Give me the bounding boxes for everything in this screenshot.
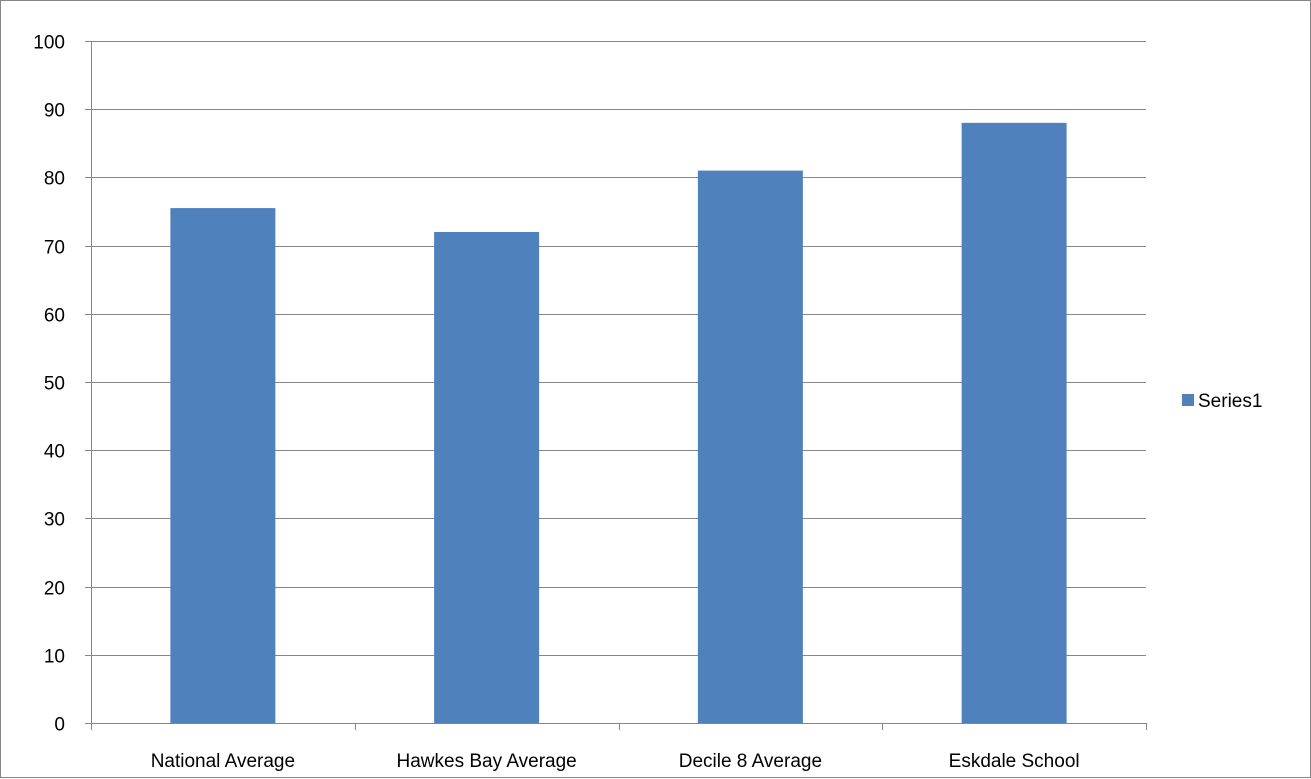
x-tick-label: Decile 8 Average bbox=[679, 751, 822, 772]
y-tick-label: 100 bbox=[33, 33, 65, 54]
x-tick-label: Eskdale School bbox=[949, 751, 1080, 772]
y-tick-label: 40 bbox=[44, 442, 65, 463]
legend: Series1 bbox=[1182, 391, 1262, 412]
bar bbox=[434, 231, 540, 723]
y-tick-label: 70 bbox=[44, 238, 65, 259]
y-tick-label: 20 bbox=[44, 579, 65, 600]
legend-swatch bbox=[1182, 394, 1194, 406]
legend-label: Series1 bbox=[1198, 391, 1262, 412]
bar bbox=[697, 170, 803, 723]
x-tick-label: National Average bbox=[151, 751, 295, 772]
bars bbox=[170, 122, 1067, 724]
y-tick-label: 50 bbox=[44, 374, 65, 395]
y-tick-label: 80 bbox=[44, 169, 65, 190]
y-tick-label: 60 bbox=[44, 306, 65, 327]
x-tick-label: Hawkes Bay Average bbox=[397, 751, 577, 772]
bar bbox=[961, 122, 1067, 724]
y-tick-label: 0 bbox=[54, 715, 65, 736]
bar bbox=[170, 208, 276, 724]
y-tick-label: 10 bbox=[44, 647, 65, 668]
y-tick-label: 30 bbox=[44, 510, 65, 531]
y-tick-label: 90 bbox=[44, 101, 65, 122]
x-axis-tick-labels: National Average Hawkes Bay Average Decile… bbox=[151, 751, 1080, 772]
axes bbox=[85, 41, 1147, 730]
y-axis-tick-labels: 0 10 20 30 40 50 60 70 80 90 100 bbox=[33, 33, 65, 736]
